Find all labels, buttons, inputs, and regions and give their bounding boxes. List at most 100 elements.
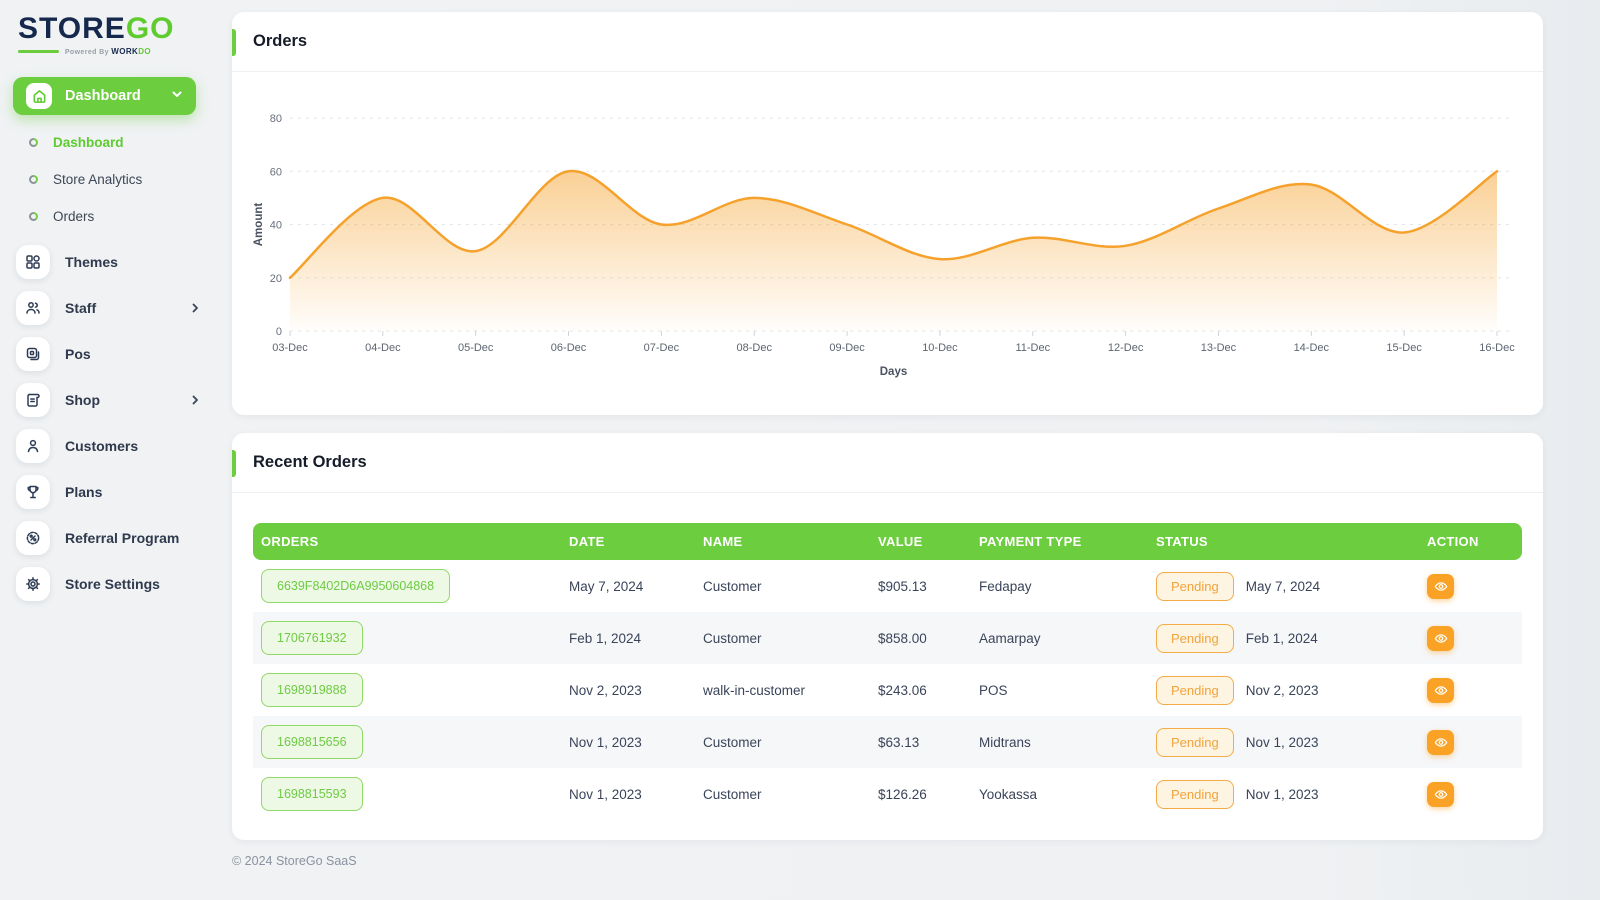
chevron-down-icon — [171, 87, 183, 105]
svg-text:03-Dec: 03-Dec — [272, 342, 308, 354]
status-cell: Pending Nov 1, 2023 — [1148, 779, 1419, 809]
svg-text:80: 80 — [270, 113, 282, 125]
status-cell: Pending May 7, 2024 — [1148, 571, 1419, 601]
payment-type-cell: Aamarpay — [979, 630, 1041, 646]
col-header-action: ACTION — [1427, 534, 1479, 549]
gear-icon — [16, 567, 50, 601]
table-row: 1698919888 Nov 2, 2023 walk-in-customer … — [253, 664, 1522, 716]
name-cell: Customer — [703, 630, 762, 646]
action-cell — [1419, 677, 1522, 703]
sidebar-item-customers[interactable]: Customers — [0, 429, 218, 463]
status-badge: Pending — [1156, 623, 1234, 653]
payment-type-cell: Midtrans — [979, 734, 1031, 750]
table-header-row: ORDERS DATE NAME VALUE PAYMENT TYPE STAT… — [253, 523, 1522, 560]
plans-icon — [16, 475, 50, 509]
status-date: Nov 2, 2023 — [1245, 682, 1319, 698]
view-order-button[interactable] — [1427, 781, 1454, 807]
svg-text:13-Dec: 13-Dec — [1201, 342, 1237, 354]
svg-text:09-Dec: 09-Dec — [829, 342, 865, 354]
sidebar-group-label: Dashboard — [65, 88, 141, 104]
nav-item-label: Plans — [65, 484, 103, 500]
table-body: 6639F8402D6A9950604868 May 7, 2024 Custo… — [253, 560, 1522, 820]
area-chart-svg: 0 20 40 60 80 03-Dec 04-Dec 05-Dec 06-Dec 07-Dec 0… — [253, 113, 1515, 378]
view-order-button[interactable] — [1427, 573, 1454, 599]
value-cell: $126.26 — [878, 786, 927, 802]
sidebar-item-orders[interactable]: Orders — [0, 198, 218, 235]
themes-icon — [16, 245, 50, 279]
staff-icon — [16, 291, 50, 325]
order-id-chip[interactable]: 1698919888 — [261, 673, 363, 707]
order-id-cell: 1698815656 — [253, 725, 561, 759]
sidebar-item-store-analytics[interactable]: Store Analytics — [0, 161, 218, 198]
sidebar-item-dashboard[interactable]: Dashboard — [0, 124, 218, 161]
order-id-chip[interactable]: 1698815656 — [261, 725, 363, 759]
order-id-chip[interactable]: 6639F8402D6A9950604868 — [261, 569, 451, 603]
nav-item-label: Customers — [65, 438, 139, 454]
value-cell: $63.13 — [878, 734, 920, 750]
svg-text:60: 60 — [270, 166, 282, 178]
col-header-orders: ORDERS — [261, 534, 319, 549]
bullet-icon — [29, 212, 38, 221]
sidebar-item-pos[interactable]: Pos — [0, 337, 218, 371]
svg-text:11-Dec: 11-Dec — [1015, 342, 1050, 354]
view-order-button[interactable] — [1427, 625, 1454, 651]
action-cell — [1419, 625, 1522, 651]
view-order-button[interactable] — [1427, 677, 1454, 703]
nav-item-label: Themes — [65, 254, 118, 270]
sidebar-item-staff[interactable]: Staff — [0, 291, 218, 325]
name-cell: Customer — [703, 578, 762, 594]
divider — [232, 71, 1543, 72]
referral-percent-icon — [16, 521, 50, 555]
table-row: 6639F8402D6A9950604868 May 7, 2024 Custo… — [253, 560, 1522, 612]
storego-logo[interactable]: STOREGO Powered By WORKDO — [0, 14, 218, 56]
status-badge: Pending — [1156, 675, 1234, 705]
payment-type-cell: POS — [979, 682, 1008, 698]
eye-icon — [1434, 685, 1447, 695]
date-cell: May 7, 2024 — [569, 578, 644, 594]
sidebar-item-shop[interactable]: Shop — [0, 383, 218, 417]
recent-orders-table: ORDERS DATE NAME VALUE PAYMENT TYPE STAT… — [232, 493, 1543, 820]
sub-item-label: Store Analytics — [53, 172, 143, 187]
sidebar-item-themes[interactable]: Themes — [0, 245, 218, 279]
name-cell: walk-in-customer — [703, 682, 806, 698]
home-icon — [26, 83, 52, 109]
table-row: 1698815593 Nov 1, 2023 Customer $126.26 … — [253, 768, 1522, 820]
sidebar-group-dashboard[interactable]: Dashboard — [13, 77, 196, 115]
order-id-chip[interactable]: 1706761932 — [261, 621, 363, 655]
nav-item-label: Pos — [65, 346, 91, 362]
sidebar-item-plans[interactable]: Plans — [0, 475, 218, 509]
order-id-cell: 1698815593 — [253, 777, 561, 811]
sidebar-item-referral-program[interactable]: Referral Program — [0, 521, 218, 555]
status-badge: Pending — [1156, 779, 1234, 809]
svg-text:0: 0 — [276, 326, 282, 338]
sidebar: STOREGO Powered By WORKDO Dashboard Dash… — [0, 0, 218, 900]
divider — [232, 492, 1543, 493]
status-badge: Pending — [1156, 571, 1234, 601]
pos-icon — [16, 337, 50, 371]
svg-text:Amount: Amount — [253, 203, 265, 247]
status-cell: Pending Nov 1, 2023 — [1148, 727, 1419, 757]
view-order-button[interactable] — [1427, 729, 1454, 755]
value-cell: $243.06 — [878, 682, 927, 698]
svg-text:04-Dec: 04-Dec — [365, 342, 401, 354]
col-header-payment-type: PAYMENT TYPE — [979, 534, 1082, 549]
order-id-chip[interactable]: 1698815593 — [261, 777, 363, 811]
main-content: Orders 0 20 40 60 80 03-Dec 04-Dec 05-Dec 06-Dec… — [232, 0, 1543, 868]
col-header-name: NAME — [703, 534, 743, 549]
sidebar-item-store-settings[interactable]: Store Settings — [0, 567, 218, 601]
date-cell: Feb 1, 2024 — [569, 630, 642, 646]
eye-icon — [1434, 789, 1447, 799]
status-cell: Pending Nov 2, 2023 — [1148, 675, 1419, 705]
nav-item-label: Staff — [65, 300, 97, 316]
svg-text:12-Dec: 12-Dec — [1108, 342, 1144, 354]
date-cell: Nov 2, 2023 — [569, 682, 642, 698]
eye-icon — [1434, 581, 1447, 591]
svg-text:14-Dec: 14-Dec — [1294, 342, 1330, 354]
orders-area-chart: 0 20 40 60 80 03-Dec 04-Dec 05-Dec 06-Dec 07-Dec 0… — [232, 72, 1543, 402]
svg-text:08-Dec: 08-Dec — [736, 342, 772, 354]
sub-item-label: Dashboard — [53, 135, 124, 150]
copyright-text: © 2024 StoreGo SaaS — [232, 854, 357, 868]
date-cell: Nov 1, 2023 — [569, 786, 642, 802]
status-date: Feb 1, 2024 — [1245, 630, 1318, 646]
orders-card-title: Orders — [232, 12, 1543, 71]
